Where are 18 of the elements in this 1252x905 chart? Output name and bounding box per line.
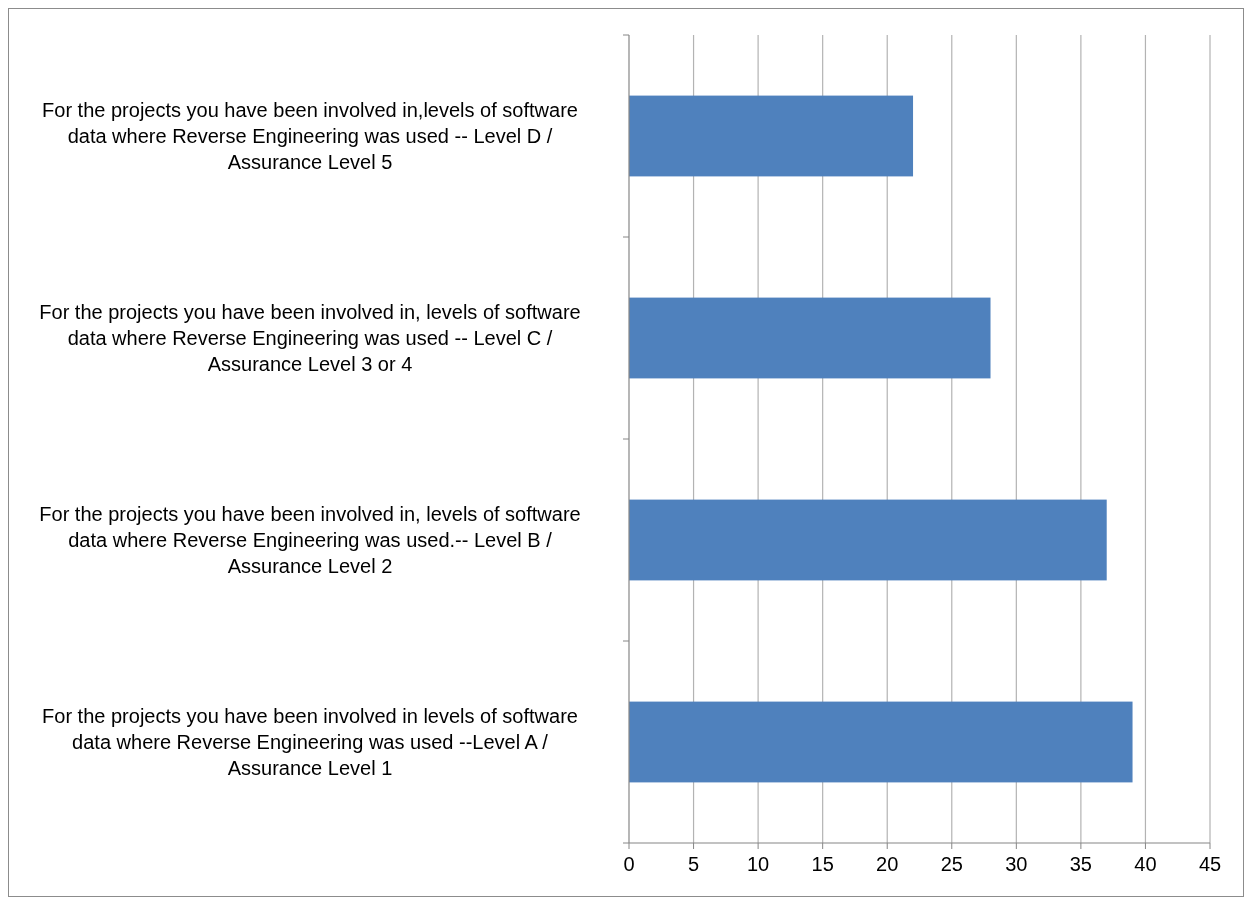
x-tick-label: 15 [811,853,834,875]
bar [629,297,991,379]
x-tick-label: 20 [876,853,899,875]
y-tick-label: For the projects you have been involved in levels of software data where Reverse Engineering was used --Level A / Assurance Level 1 [42,705,578,779]
bar [629,499,1107,581]
y-tick-label: For the projects you have been involved in, levels of software data where Reverse Engineering was used.-- Level B / Assurance Level 2 [39,503,581,577]
x-tick-label: 45 [1198,853,1222,875]
bar [629,701,1133,783]
x-tick-label: 25 [940,853,963,875]
x-tick-label: 10 [746,853,770,875]
y-tick-label: For the projects you have been involved in,levels of software data where Reverse Engineering was used -- Level D / Assurance Level 5 [42,99,578,173]
x-tick-label: 35 [1069,853,1093,875]
bar [629,95,914,177]
x-tick-label: 40 [1134,853,1157,875]
x-tick-label: 30 [1005,853,1028,875]
x-tick-label: 5 [687,853,700,875]
x-tick-label: 0 [623,853,635,875]
y-tick-label: For the projects you have been involved in, levels of software data where Reverse Engineering was used -- Level C / Assurance Level 3 or 4 [39,301,581,375]
